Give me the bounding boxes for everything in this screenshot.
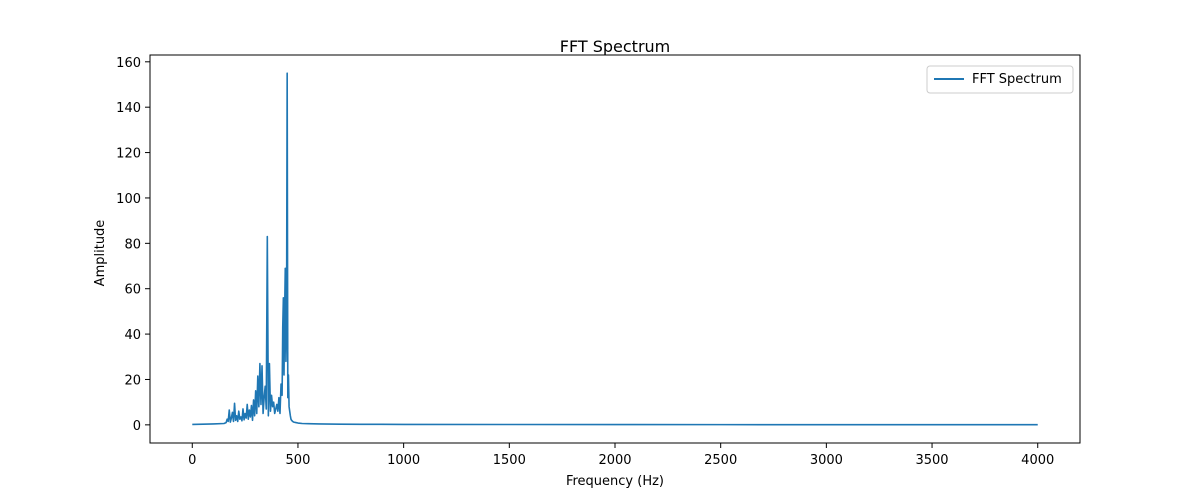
x-tick-label: 1500 [493, 453, 526, 468]
series-layer [192, 72, 1038, 426]
y-axis-label: Amplitude [93, 220, 108, 287]
y-tick-label: 100 [116, 192, 141, 207]
x-tick-label: 500 [286, 453, 311, 468]
x-tick-label: 3500 [915, 453, 948, 468]
x-axis: 0 500 1000 1500 2000 2500 3000 3500 4000 [188, 443, 1054, 468]
y-tick-label: 140 [116, 101, 141, 116]
x-tick-label: 0 [188, 453, 196, 468]
y-tick-label: 160 [116, 56, 141, 71]
x-tick-label: 2000 [598, 453, 631, 468]
y-tick-label: 60 [124, 283, 141, 298]
x-tick-label: 1000 [387, 453, 420, 468]
y-tick-label: 20 [124, 373, 141, 388]
y-tick-label: 120 [116, 147, 141, 162]
legend: FFT Spectrum [926, 65, 1074, 94]
legend-entry: FFT Spectrum [972, 72, 1062, 87]
y-tick-label: 0 [133, 419, 141, 434]
chart-title: FFT Spectrum [560, 37, 671, 56]
y-tick-label: 80 [124, 237, 141, 252]
y-axis: 0 20 40 60 80 100 120 140 160 [116, 56, 150, 434]
series-line-0 [192, 72, 1038, 426]
x-axis-label: Frequency (Hz) [566, 474, 664, 489]
y-tick-label: 40 [124, 328, 141, 343]
legend-box [926, 65, 1074, 94]
x-tick-label: 3000 [810, 453, 843, 468]
x-tick-label: 2500 [704, 453, 737, 468]
x-tick-label: 4000 [1021, 453, 1054, 468]
